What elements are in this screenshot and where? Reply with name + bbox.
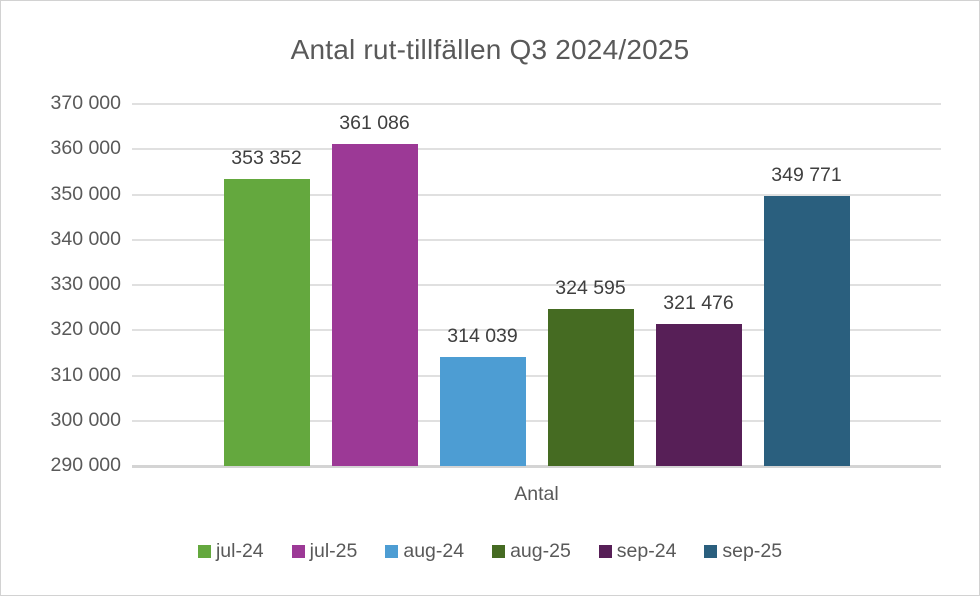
legend-swatch-icon <box>197 545 211 558</box>
y-tick-label: 350 000 <box>50 182 122 205</box>
legend: jul-24 jul-25 aug-24 aug-25 sep-24 sep-25 <box>1 540 979 563</box>
legend-label: aug-24 <box>403 540 465 562</box>
bar-value-label: 324 595 <box>555 277 626 300</box>
legend-item-jul-24: jul-24 <box>197 540 264 563</box>
bar-value-label: 349 771 <box>771 163 842 186</box>
legend-label: jul-24 <box>215 540 264 562</box>
y-tick-label: 290 000 <box>50 454 122 476</box>
gridline <box>132 374 941 377</box>
bar-value-label: 321 476 <box>663 291 734 314</box>
bar-aug-25: 324 595 <box>547 277 634 466</box>
legend-item-jul-25: jul-25 <box>291 540 358 563</box>
category-axis-label: Antal <box>514 483 559 505</box>
legend-swatch-icon <box>385 545 399 558</box>
y-tick-label: 320 000 <box>50 318 122 341</box>
gridline <box>132 284 941 286</box>
legend-item-sep-25: sep-25 <box>704 540 782 563</box>
legend-label: sep-25 <box>722 540 783 562</box>
bar-sep-24: 321 476 <box>655 292 742 466</box>
gridline <box>132 193 941 196</box>
gridline <box>132 103 941 105</box>
legend-swatch-icon <box>704 545 718 558</box>
gridline <box>132 419 941 422</box>
legend-swatch-icon <box>291 545 305 558</box>
bar-value-label: 314 039 <box>447 325 518 348</box>
gridline <box>132 329 941 332</box>
bar-value-label: 353 352 <box>231 147 302 170</box>
plot-area: 353 352 361 086 314 039 324 595 321 476 349 7… <box>132 104 941 466</box>
legend-label: jul-25 <box>309 540 358 562</box>
legend-swatch-icon <box>492 545 506 558</box>
x-axis-line <box>132 465 941 468</box>
bar-value-label: 361 086 <box>339 112 410 135</box>
gridline <box>132 148 941 151</box>
y-tick-label: 330 000 <box>50 273 122 295</box>
bar-jul-24: 353 352 <box>223 147 310 466</box>
bar-aug-24: 314 039 <box>439 325 526 466</box>
legend-label: aug-25 <box>510 540 571 562</box>
legend-swatch-icon <box>598 545 612 558</box>
y-tick-label: 370 000 <box>50 92 122 114</box>
y-tick-label: 300 000 <box>50 408 122 431</box>
chart-title: Antal rut-tillfällen Q3 2024/2025 <box>290 34 690 65</box>
bar-jul-25: 361 086 <box>331 112 418 466</box>
gridline <box>132 238 941 241</box>
y-tick-label: 310 000 <box>50 363 122 386</box>
bar-sep-25: 349 771 <box>763 164 850 466</box>
y-tick-label: 360 000 <box>50 137 122 160</box>
legend-item-sep-24: sep-24 <box>598 540 677 563</box>
legend-item-aug-24: aug-24 <box>385 540 464 563</box>
legend-item-aug-25: aug-25 <box>492 540 571 563</box>
legend-label: sep-24 <box>616 540 677 562</box>
y-tick-label: 340 000 <box>50 227 122 250</box>
